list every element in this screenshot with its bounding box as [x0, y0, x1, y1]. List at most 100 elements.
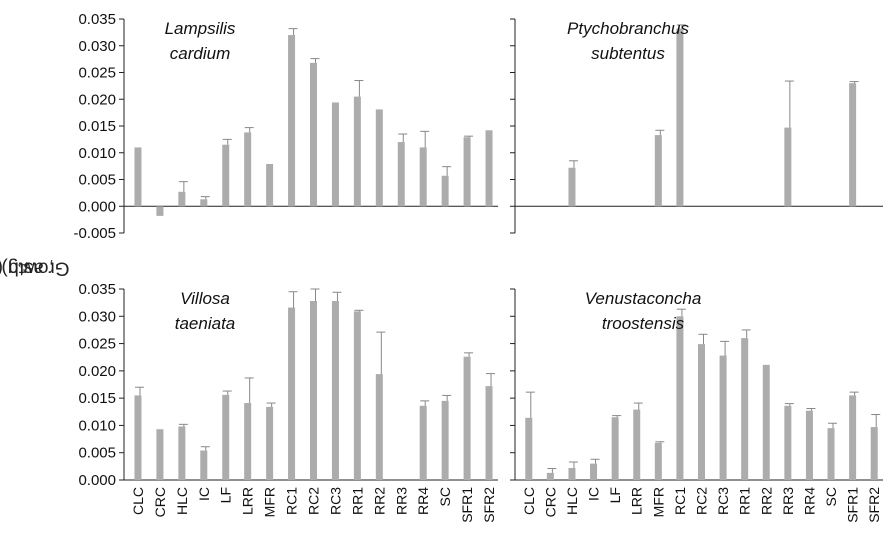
panel-ptychobranchus-subtentus: Ptychobranchus subtentus	[510, 18, 883, 234]
x-tick-label-crc: CRC	[542, 487, 558, 517]
bar-hlc	[178, 426, 186, 480]
x-tick-label-rr2: RR2	[758, 487, 774, 515]
panel-title-line1: Venustaconcha	[585, 289, 702, 308]
x-tick-label-lrr: LRR	[629, 487, 645, 515]
x-tick-label-rc2: RC2	[306, 487, 322, 515]
y-tick-label: 0.030	[78, 38, 116, 55]
bar-sfr2	[485, 130, 493, 207]
panel-title-line2: subtentus	[591, 44, 665, 63]
x-tick-label-hlc: HLC	[564, 487, 580, 515]
bar-rr4	[419, 405, 427, 480]
y-tick-label: 0.000	[78, 472, 116, 489]
bar-rr3	[397, 142, 405, 207]
x-tick-label-clc: CLC	[130, 487, 146, 515]
bar-sc	[827, 428, 835, 480]
bar-rr2	[375, 374, 383, 480]
panel-title-line1: Lampsilis	[165, 19, 236, 38]
y-tick-label: 0.005	[78, 172, 116, 189]
bar-sfr1	[849, 83, 857, 207]
x-tick-label-sc: SC	[823, 487, 839, 506]
x-tick-label-sfr2: SFR2	[866, 487, 882, 523]
x-tick-label-rc1: RC1	[284, 487, 300, 515]
bar-hlc	[568, 167, 576, 207]
bar-crc	[156, 206, 164, 216]
bar-ic	[200, 450, 208, 480]
bar-sfr1	[463, 356, 471, 480]
x-tick-label-mfr: MFR	[262, 487, 278, 517]
x-tick-label-hlc: HLC	[174, 487, 190, 515]
bar-lrr	[633, 409, 641, 480]
y-tick-label: 0.035	[78, 281, 116, 298]
x-tick-label-sfr2: SFR2	[481, 487, 497, 523]
y-tick-label: 0.025	[78, 65, 116, 82]
x-tick-label-lf: LF	[218, 487, 234, 503]
y-tick-label: 0.000	[78, 198, 116, 215]
x-tick-label-rr4: RR4	[801, 487, 817, 515]
bar-rr3	[784, 405, 792, 480]
y-tick-label: 0.020	[78, 91, 116, 108]
bar-rc2	[698, 344, 705, 480]
bar-rc3	[331, 102, 339, 207]
bar-mfr	[266, 406, 274, 480]
bar-lf	[611, 417, 619, 480]
bar-rr1	[353, 96, 361, 207]
bar-rr3	[784, 127, 792, 207]
bar-ic	[590, 463, 598, 480]
bar-mfr	[654, 442, 662, 480]
bar-rc2	[310, 62, 317, 207]
bar-crc	[546, 472, 554, 480]
bar-rr1	[741, 338, 749, 480]
panel-title-line2: troostensis	[602, 314, 685, 333]
bar-rc1	[676, 316, 684, 480]
x-tick-label-ic: IC	[196, 487, 212, 501]
bar-clc	[134, 395, 142, 480]
bar-rr1	[353, 311, 361, 480]
bar-rc1	[288, 35, 296, 207]
panel-villosa-taeniata: 0.000 0.005 0.010 0.015 0.020 0.025 0.030 0.035…	[78, 281, 498, 523]
x-tick-label-lf: LF	[607, 487, 623, 503]
panel-venustaconcha-troostensis: CLC CRC HLC IC LF LRR MFR RC1 RC2 RC3 RR1 RR2 RR3 RR4…	[510, 288, 883, 523]
bar-rr2	[375, 109, 383, 207]
y-tick-label: 0.015	[78, 390, 116, 407]
x-tick-label-rr2: RR2	[371, 487, 387, 515]
x-tick-label-rr4: RR4	[415, 487, 431, 515]
bar-sfr2	[870, 427, 878, 480]
bar-ic	[200, 199, 208, 207]
x-tick-label-rc1: RC1	[672, 487, 688, 515]
bar-sfr1	[463, 137, 471, 207]
x-tick-label-lrr: LRR	[240, 487, 256, 515]
bar-crc	[156, 429, 164, 480]
x-tick-label-rc2: RC2	[694, 487, 710, 515]
bar-lf	[222, 144, 230, 207]
bar-sfr2	[485, 386, 493, 480]
x-tick-label-rr3: RR3	[393, 487, 409, 515]
x-tick-label-rc3: RC3	[327, 487, 343, 515]
bar-lf	[222, 394, 230, 480]
y-tick-label: 0.015	[78, 118, 116, 135]
bar-rc2	[310, 301, 317, 480]
x-tick-label-clc: CLC	[521, 487, 537, 515]
x-tick-label-rr3: RR3	[780, 487, 796, 515]
bar-rr2	[762, 364, 770, 480]
y-tick-label: 0.005	[78, 445, 116, 462]
x-tick-label-sc: SC	[437, 487, 453, 506]
bar-rc3	[719, 355, 727, 480]
x-tick-label-rr1: RR1	[349, 487, 365, 515]
x-tick-label-crc: CRC	[152, 487, 168, 517]
y-tick-label: 0.035	[78, 11, 116, 28]
x-tick-label-rr1: RR1	[737, 487, 753, 515]
x-tick-label-sfr1: SFR1	[845, 487, 861, 523]
y-tick-label: 0.010	[78, 417, 116, 434]
panel-lampsilis-cardium: -0.005 0.000 0.005 0.010 0.015 0.020 0.025 0.03…	[73, 11, 498, 242]
panel-title-line2: taeniata	[175, 314, 236, 333]
bar-sc	[441, 400, 449, 480]
x-tick-label-ic: IC	[586, 487, 602, 501]
bar-clc	[134, 147, 142, 207]
bar-clc	[525, 417, 533, 480]
y-tick-label: 0.025	[78, 336, 116, 353]
y-tick-label: 0.010	[78, 145, 116, 162]
bar-rc3	[331, 301, 339, 480]
bar-hlc	[568, 467, 576, 480]
bar-rc1	[676, 28, 684, 207]
